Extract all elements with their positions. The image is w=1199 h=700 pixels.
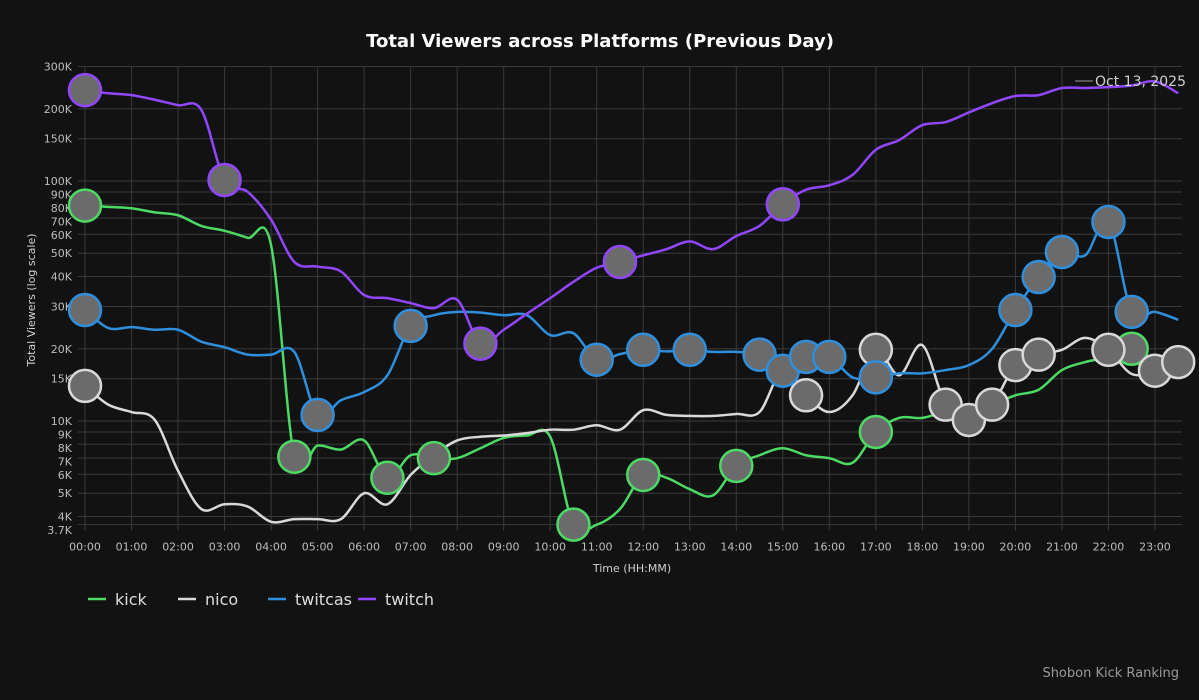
avatar-nico xyxy=(67,368,103,404)
avatar-kick xyxy=(416,440,452,476)
x-tick-label: 04:00 xyxy=(255,541,287,554)
x-tick-label: 02:00 xyxy=(162,541,194,554)
y-axis-label: Total Viewers (log scale) xyxy=(25,234,38,368)
x-tick-label: 08:00 xyxy=(441,541,473,554)
y-tick-label: 30K xyxy=(51,300,73,313)
x-tick-label: 10:00 xyxy=(534,541,566,554)
x-tick-label: 15:00 xyxy=(767,541,799,554)
avatar-twitcas xyxy=(625,332,661,368)
x-tick-label: 18:00 xyxy=(907,541,939,554)
avatar-nico xyxy=(788,378,824,413)
y-tick-label: 6K xyxy=(58,469,73,482)
chart-title: Total Viewers across Platforms (Previous… xyxy=(366,31,834,52)
x-tick-label: 14:00 xyxy=(720,541,752,554)
avatar-twitcas xyxy=(1044,234,1080,270)
date-annotation: Oct 13, 2025 xyxy=(1095,74,1186,90)
avatar-kick xyxy=(370,460,405,496)
avatar-twitcas xyxy=(672,332,708,368)
y-tick-label: 100K xyxy=(44,175,73,188)
avatar-twitcas xyxy=(579,342,614,377)
avatar-kick xyxy=(858,414,894,450)
x-tick-label: 00:00 xyxy=(69,541,101,554)
avatar-twitcas xyxy=(998,292,1033,328)
x-tick-label: 22:00 xyxy=(1093,541,1125,554)
y-tick-label: 9K xyxy=(58,429,73,442)
x-tick-label: 06:00 xyxy=(348,541,380,554)
avatar-twitcas xyxy=(1114,294,1149,330)
avatar-nico xyxy=(1091,332,1126,368)
legend-label-twitch: twitch xyxy=(385,590,434,609)
avatar-kick xyxy=(556,507,591,542)
x-tick-label: 12:00 xyxy=(627,541,659,554)
legend: kick nico twitcas twitch xyxy=(88,590,434,609)
avatar-twitcas xyxy=(1021,259,1056,295)
avatar-twitch xyxy=(765,187,801,222)
y-tick-label: 40K xyxy=(51,271,73,284)
avatar-kick xyxy=(67,188,103,223)
x-tick-label: 20:00 xyxy=(1000,541,1032,554)
y-tick-label: 60K xyxy=(51,229,73,242)
avatar-twitcas xyxy=(300,397,335,433)
x-tick-label: 01:00 xyxy=(116,541,148,554)
streamer-avatars xyxy=(67,72,1196,542)
avatar-nico xyxy=(1160,344,1196,380)
y-tick-label: 90K xyxy=(51,189,73,202)
y-tick-label: 7K xyxy=(58,456,73,469)
avatar-kick xyxy=(625,457,661,493)
y-tick-label: 5K xyxy=(58,487,73,500)
y-tick-label: 4K xyxy=(58,511,73,524)
x-tick-label: 05:00 xyxy=(302,541,334,554)
y-tick-label: 20K xyxy=(51,343,73,356)
x-tick-label: 23:00 xyxy=(1139,541,1171,554)
x-tick-label: 17:00 xyxy=(860,541,892,554)
footer-credit: Shobon Kick Ranking xyxy=(1042,666,1179,681)
y-tick-label: 200K xyxy=(44,103,73,116)
y-tick-label: 300K xyxy=(44,60,73,73)
x-tick-label: 03:00 xyxy=(209,541,241,554)
x-tick-label: 16:00 xyxy=(813,541,845,554)
x-axis: 00:00 01:00 02:00 03:00 04:00 05:00 06:00 07:00… xyxy=(69,541,1171,554)
avatar-twitch xyxy=(67,72,103,108)
avatar-twitcas xyxy=(1091,204,1126,240)
avatar-nico xyxy=(974,387,1010,422)
y-tick-label: 3.7K xyxy=(47,524,72,537)
legend-label-twitcas: twitcas xyxy=(295,590,352,609)
x-tick-label: 07:00 xyxy=(395,541,427,554)
x-tick-label: 13:00 xyxy=(674,541,706,554)
avatar-nico xyxy=(1021,337,1056,372)
avatar-kick xyxy=(277,439,312,474)
avatar-twitcas xyxy=(742,337,777,372)
avatar-kick xyxy=(719,448,754,484)
x-axis-label: Time (HH:MM) xyxy=(592,562,671,575)
avatar-twitcas xyxy=(67,292,103,328)
x-tick-label: 09:00 xyxy=(488,541,520,554)
avatar-twitch xyxy=(602,244,638,280)
x-tick-label: 19:00 xyxy=(953,541,985,554)
avatar-twitcas xyxy=(393,308,428,344)
y-tick-label: 50K xyxy=(51,247,73,260)
avatar-twitch xyxy=(463,326,498,361)
x-tick-label: 21:00 xyxy=(1046,541,1078,554)
legend-label-kick: kick xyxy=(115,590,148,609)
y-tick-label: 8K xyxy=(58,442,73,455)
y-tick-label: 10K xyxy=(51,415,73,428)
avatar-twitcas xyxy=(812,339,847,375)
y-tick-label: 80K xyxy=(51,202,73,215)
legend-label-nico: nico xyxy=(205,590,238,609)
avatar-twitch xyxy=(207,162,242,198)
y-tick-label: 15K xyxy=(51,373,73,386)
x-tick-label: 11:00 xyxy=(581,541,613,554)
avatar-twitcas xyxy=(858,360,894,395)
y-tick-label: 70K xyxy=(51,216,73,229)
y-tick-label: 150K xyxy=(44,133,73,146)
